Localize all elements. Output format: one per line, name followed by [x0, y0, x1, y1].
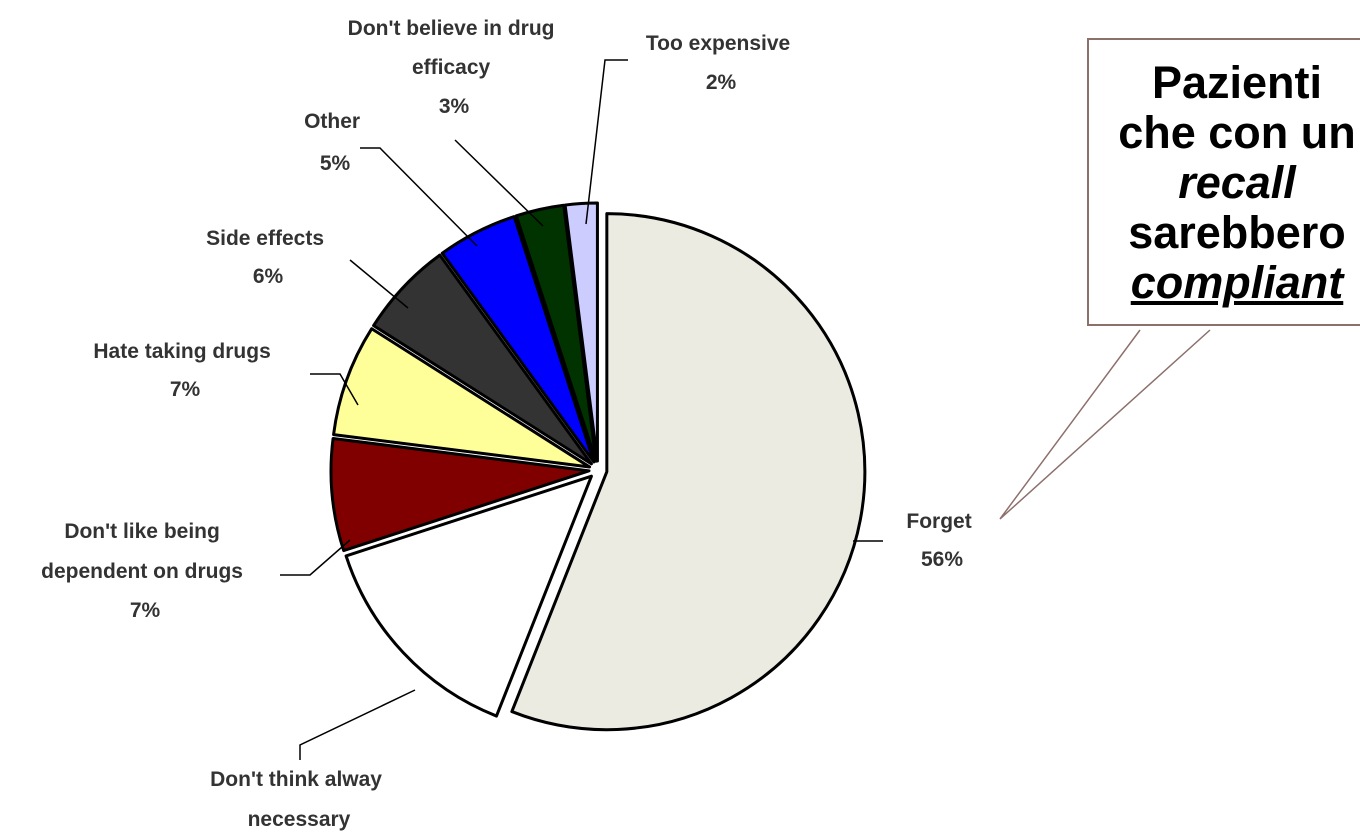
- slice-label-side-effects-name: Side effects: [206, 227, 324, 250]
- slice-label-efficacy: Don't believe in drug efficacy 3%: [348, 17, 561, 118]
- slice-label-dependent-value: 7%: [130, 599, 161, 622]
- slice-label-too-expensive-name: Too expensive: [646, 32, 790, 55]
- leader-line-don-t-think-alway-necessary: [299, 689, 416, 760]
- pie-slices: [329, 201, 867, 732]
- slice-label-other-name: Other: [304, 110, 360, 133]
- slice-label-other-value: 5%: [320, 152, 351, 175]
- slice-label-efficacy-value: 3%: [439, 95, 470, 118]
- leader-line-don-t-like-being-dependent-on-drugs: [280, 539, 351, 576]
- pie-slice-side-effects: [372, 253, 593, 466]
- pie-slice-too-expensive: [563, 201, 599, 463]
- slice-label-dependent-line2: dependent on drugs: [41, 560, 243, 583]
- slice-label-forget: Forget 56%: [906, 510, 977, 571]
- slice-label-not-necessary-line1: Don't think alway: [210, 768, 382, 791]
- leader-line-side-effects: [349, 259, 409, 309]
- slice-label-dependent-line1: Don't like being: [64, 520, 220, 543]
- leader-line-other: [360, 147, 478, 247]
- slice-label-too-expensive: Too expensive 2%: [646, 32, 796, 94]
- leader-lines: [280, 59, 883, 760]
- pie-slice-don-t-think-alway-necessary: [344, 474, 593, 718]
- slice-label-too-expensive-value: 2%: [706, 71, 737, 94]
- slice-label-not-necessary: Don't think alway necessary: [210, 768, 388, 831]
- slice-label-efficacy-line2: efficacy: [412, 56, 491, 79]
- pie-slice-hate-taking-drugs: [332, 327, 592, 469]
- slice-label-forget-name: Forget: [906, 510, 971, 533]
- callout-pointer: [999, 329, 1211, 520]
- leader-line-too-expensive: [585, 59, 628, 225]
- leader-line-don-t-believe-in-drug-efficacy: [454, 139, 544, 227]
- slice-label-side-effects-value: 6%: [253, 265, 284, 288]
- slice-label-other: Other 5%: [304, 110, 366, 175]
- pie-slice-other: [440, 215, 596, 464]
- callout-box: Pazienti che con un recall sarebbero com…: [1087, 38, 1360, 326]
- slice-label-hate-taking-name: Hate taking drugs: [93, 340, 270, 363]
- leader-line-hate-taking-drugs: [310, 373, 359, 406]
- callout-line-5: compliant: [1130, 257, 1344, 308]
- callout-line-1: Pazienti: [1151, 57, 1323, 108]
- slice-label-forget-value: 56%: [921, 548, 963, 571]
- pie-slice-don-t-like-being-dependent-on-drugs: [329, 437, 591, 553]
- callout-line-2: che con un: [1118, 107, 1356, 158]
- slice-label-hate-taking-value: 7%: [170, 378, 201, 401]
- slice-label-not-necessary-line2: necessary: [248, 808, 351, 831]
- slice-label-dependent: Don't like being dependent on drugs 7%: [41, 520, 249, 622]
- pie-slice-forget: [510, 212, 867, 732]
- slice-label-efficacy-line1: Don't believe in drug: [348, 17, 555, 40]
- slice-label-side-effects: Side effects 6%: [206, 227, 330, 288]
- callout-line-3: recall: [1178, 157, 1296, 208]
- callout-line-4: sarebbero: [1128, 207, 1346, 258]
- slice-label-hate-taking: Hate taking drugs 7%: [93, 340, 276, 401]
